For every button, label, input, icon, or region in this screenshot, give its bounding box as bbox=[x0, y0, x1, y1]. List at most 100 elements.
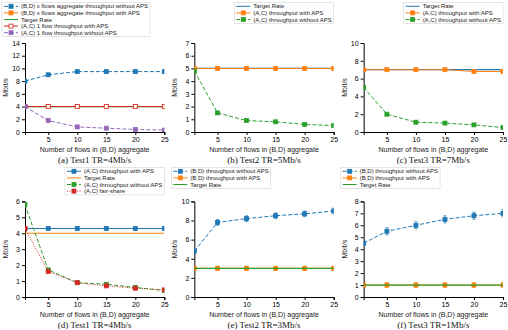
series-marker bbox=[501, 69, 503, 73]
y-tick-label: 2 bbox=[355, 270, 359, 277]
x-tick-label: 25 bbox=[161, 301, 169, 308]
y-tick-label: 4 bbox=[355, 93, 359, 100]
series-marker bbox=[385, 68, 389, 72]
legend-item: (A,C) throughput with APS bbox=[406, 10, 493, 16]
y-tick: 7 bbox=[355, 210, 364, 217]
legend-label: (A,C) throughput with APS bbox=[253, 10, 323, 16]
y-tick: 0 bbox=[16, 129, 25, 136]
legend-label: (B,D) throughput with APS bbox=[190, 175, 260, 181]
y-tick: 10 bbox=[351, 40, 364, 47]
legend-label: (B,D) throughput with APS bbox=[360, 175, 430, 181]
x-tick-mark bbox=[77, 132, 78, 135]
x-tick-label: 15 bbox=[442, 301, 450, 308]
legend-item: Target Rate bbox=[406, 3, 455, 9]
y-tick-label: 1 bbox=[16, 278, 20, 285]
x-tick: 20 bbox=[132, 297, 140, 308]
x-tick-mark bbox=[305, 132, 306, 135]
x-tick: 25 bbox=[500, 297, 508, 308]
chart-title: (a) Test1 TR=4Mb/s bbox=[58, 155, 132, 165]
y-tick-mark bbox=[22, 297, 25, 298]
series-marker bbox=[364, 241, 366, 245]
x-axis-line bbox=[364, 298, 503, 301]
series-marker bbox=[385, 112, 389, 116]
x-tick-label: 10 bbox=[413, 136, 421, 143]
y-tick-label: 6 bbox=[16, 91, 20, 98]
reference-line bbox=[194, 268, 333, 269]
x-tick-mark bbox=[445, 132, 446, 135]
x-tick-label: 20 bbox=[132, 136, 140, 143]
legend-label: (B,D) x flows aggregate throughput witho… bbox=[21, 3, 148, 9]
y-tick: 4 bbox=[16, 230, 25, 237]
y-axis-line bbox=[191, 44, 195, 133]
chart-title: (b) Test2 TR=5Mb/s bbox=[227, 155, 301, 165]
y-tick-label: 3 bbox=[355, 258, 359, 265]
legend-item: (A,C) throughput without APS bbox=[406, 17, 501, 23]
plot-area bbox=[25, 70, 164, 132]
y-axis-line bbox=[361, 44, 365, 133]
legend-label: Target Rate bbox=[360, 182, 392, 188]
y-axis-line bbox=[191, 202, 195, 298]
series-marker bbox=[25, 79, 27, 83]
y-tick-mark bbox=[191, 240, 194, 241]
legend: (B,D) throughput without APS(B,D) throug… bbox=[171, 168, 270, 189]
y-tick-label: 10 bbox=[182, 198, 190, 205]
x-tick-mark bbox=[445, 297, 446, 300]
x-tick: 20 bbox=[132, 132, 140, 143]
series-marker bbox=[46, 105, 50, 109]
y-tick: 4 bbox=[185, 78, 194, 85]
series-marker bbox=[133, 70, 137, 74]
legend-label: Target Rate bbox=[423, 3, 455, 9]
x-tick: 10 bbox=[243, 297, 251, 308]
x-axis: 510152025 bbox=[195, 297, 338, 308]
x-tick: 10 bbox=[243, 132, 251, 143]
series-marker bbox=[443, 121, 447, 125]
x-axis-line bbox=[364, 133, 503, 136]
legend-marker bbox=[178, 169, 182, 173]
series-marker bbox=[194, 69, 196, 73]
legend-label: (A,C) throughput without APS bbox=[84, 182, 162, 188]
series-marker bbox=[133, 105, 137, 109]
series-marker bbox=[46, 270, 50, 274]
legend-item: (A,C) fair-share bbox=[67, 188, 126, 194]
legend-marker bbox=[348, 169, 352, 173]
legend-swatch bbox=[343, 184, 357, 185]
x-tick-label: 25 bbox=[330, 136, 338, 143]
y-tick-label: 14 bbox=[12, 40, 20, 47]
x-tick-label: 20 bbox=[132, 301, 140, 308]
y-tick: 8 bbox=[185, 217, 194, 224]
y-axis: 02468101214 bbox=[12, 40, 25, 136]
panel: 5101520250123456(A,C) throughput with AP… bbox=[2, 168, 169, 330]
series-marker bbox=[245, 217, 249, 221]
legend-item: (A,C) 1 flow throughput without APS bbox=[4, 30, 117, 36]
y-tick-mark bbox=[361, 96, 364, 97]
legend-item: (A,C) throughput without APS bbox=[236, 17, 331, 23]
y-tick-mark bbox=[361, 132, 364, 133]
series-marker bbox=[133, 286, 137, 290]
y-axis-title: Mbit/s bbox=[2, 78, 9, 97]
y-axis-title: Mbit/s bbox=[341, 78, 348, 97]
series-marker bbox=[245, 119, 249, 123]
y-tick: 5 bbox=[16, 214, 25, 221]
x-tick: 5 bbox=[47, 297, 51, 308]
series-marker bbox=[104, 105, 108, 109]
series-marker bbox=[443, 217, 447, 221]
x-tick: 20 bbox=[471, 132, 479, 143]
x-tick-mark bbox=[305, 297, 306, 300]
series-marker bbox=[332, 209, 334, 213]
legend-item: (A,C) throughput with APS bbox=[236, 10, 323, 16]
y-tick-label: 3 bbox=[16, 246, 20, 253]
legend-swatch bbox=[4, 19, 18, 20]
legend-marker bbox=[72, 169, 76, 173]
y-axis: 0246810 bbox=[182, 198, 195, 301]
x-tick-label: 10 bbox=[243, 136, 251, 143]
y-tick-mark bbox=[191, 56, 194, 57]
series bbox=[364, 285, 503, 286]
x-tick-label: 20 bbox=[471, 301, 479, 308]
y-tick-mark bbox=[361, 79, 364, 80]
x-tick: 10 bbox=[74, 132, 82, 143]
x-tick-label: 10 bbox=[74, 301, 82, 308]
series-marker bbox=[162, 288, 164, 292]
y-axis-line bbox=[22, 202, 26, 298]
legend-marker bbox=[178, 176, 182, 180]
x-tick-mark bbox=[77, 297, 78, 300]
